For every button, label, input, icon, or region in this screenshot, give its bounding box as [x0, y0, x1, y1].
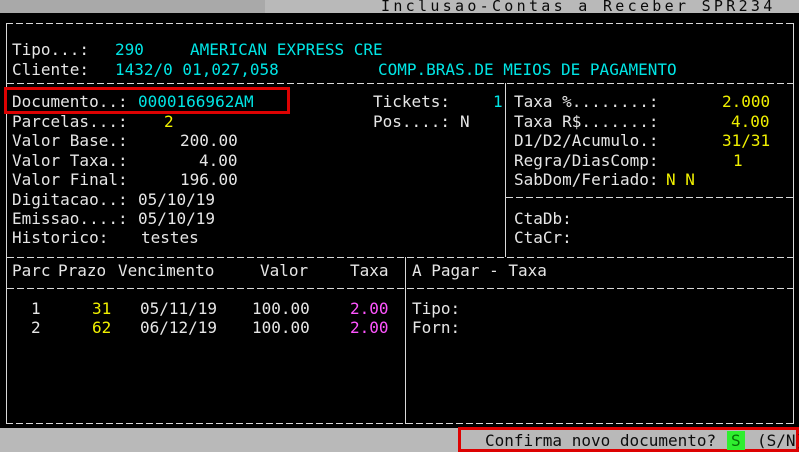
table-header-prazo: Prazo	[58, 261, 107, 280]
documento-highlight-box	[4, 87, 290, 114]
table-row-parc: 2	[31, 318, 41, 337]
pos-label: Pos....:	[373, 112, 451, 131]
prompt-answer-field[interactable]: S	[727, 431, 745, 450]
cliente-label: Cliente:	[12, 60, 90, 79]
tipo-code-value: 290	[115, 40, 144, 59]
parcelas-value: 2	[164, 112, 174, 131]
titlebar	[0, 0, 799, 13]
tickets-label: Tickets:	[373, 92, 451, 111]
regra-dias-comp-label: Regra/DiasComp:	[514, 151, 659, 170]
emissao-value: 05/10/19	[138, 209, 216, 228]
d1-d2-acumulo-value: 31/31	[722, 131, 771, 150]
divider-below-header	[7, 83, 793, 84]
valor-taxa-label: Valor Taxa.:	[12, 151, 128, 170]
main-box-right-border	[793, 23, 794, 424]
documento-label: Documento..:	[12, 92, 128, 111]
taxa-rs-value: 4.00	[731, 112, 770, 131]
main-box-left-border	[6, 23, 7, 424]
pos-value: N	[460, 112, 470, 131]
tipo-label: Tipo...:	[12, 40, 90, 59]
prompt-highlight-box	[458, 427, 799, 452]
cliente-code-value: 1432/0 01,027,058	[115, 60, 279, 79]
historico-label: Historico:	[12, 228, 109, 247]
d1-d2-acumulo-label: D1/D2/Acumulo.:	[514, 131, 659, 150]
tickets-value: 1	[493, 92, 503, 111]
valor-final-value: 196.00	[180, 170, 238, 189]
regra-dias-comp-value: 1	[733, 151, 743, 170]
valor-base-label: Valor Base.:	[12, 131, 128, 150]
a-pagar-forn-label: Forn:	[412, 318, 461, 337]
valor-taxa-value: 4.00	[199, 151, 238, 170]
documento-value: 0000166962AM	[138, 92, 254, 111]
prompt-options: (S/N)	[757, 431, 799, 450]
emissao-label: Emissao....:	[12, 209, 128, 228]
cta-cr-label: CtaCr:	[514, 228, 572, 247]
prompt-question: Confirma novo documento?	[485, 431, 717, 450]
table-row-parc: 1	[31, 299, 41, 318]
digitacao-label: Digitacao..:	[12, 190, 128, 209]
table-header-vencimento: Vencimento	[118, 261, 215, 280]
taxa-pct-label: Taxa %........:	[514, 92, 659, 111]
a-pagar-panel-title: A Pagar - Taxa	[412, 261, 547, 280]
titlebar-left-segment	[0, 0, 265, 13]
valor-base-value: 200.00	[180, 131, 238, 150]
sabdom-feriado-label: SabDom/Feriado:	[514, 170, 659, 189]
table-header-taxa: Taxa	[350, 261, 389, 280]
main-box-top-border	[6, 23, 794, 24]
historico-value: testes	[141, 228, 199, 247]
window-title: Inclusao-Contas a Receber SPR234	[381, 0, 776, 15]
divider-above-cta	[506, 197, 793, 198]
divider-vertical-taxa-panel	[505, 83, 506, 257]
status-bar	[0, 428, 799, 452]
table-row-taxa: 2.00	[350, 318, 389, 337]
a-pagar-tipo-label: Tipo:	[412, 299, 461, 318]
divider-below-table-header	[7, 288, 793, 289]
table-row-prazo: 31	[92, 299, 112, 318]
cliente-description-value: COMP.BRAS.DE MEIOS DE PAGAMENTO	[378, 60, 677, 79]
parcelas-label: Parcelas...:	[12, 112, 128, 131]
digitacao-value: 05/10/19	[138, 190, 216, 209]
taxa-pct-value: 2.000	[722, 92, 771, 111]
main-box-bottom-border	[6, 423, 794, 424]
valor-final-label: Valor Final:	[12, 170, 128, 189]
table-row-vencimento: 05/11/19	[140, 299, 218, 318]
taxa-rs-label: Taxa R$.......:	[514, 112, 659, 131]
table-row-valor: 100.00	[252, 318, 310, 337]
sabdom-feriado-value: N N	[666, 170, 695, 189]
table-header-parc: Parc	[12, 261, 51, 280]
cta-db-label: CtaDb:	[514, 209, 572, 228]
table-row-prazo: 62	[92, 318, 112, 337]
table-row-taxa: 2.00	[350, 299, 389, 318]
divider-above-table	[7, 257, 793, 258]
divider-vertical-apagar-panel	[405, 257, 406, 424]
table-row-valor: 100.00	[252, 299, 310, 318]
table-row-vencimento: 06/12/19	[140, 318, 218, 337]
table-header-valor: Valor	[260, 261, 309, 280]
tipo-description-value: AMERICAN EXPRESS CRE	[190, 40, 383, 59]
